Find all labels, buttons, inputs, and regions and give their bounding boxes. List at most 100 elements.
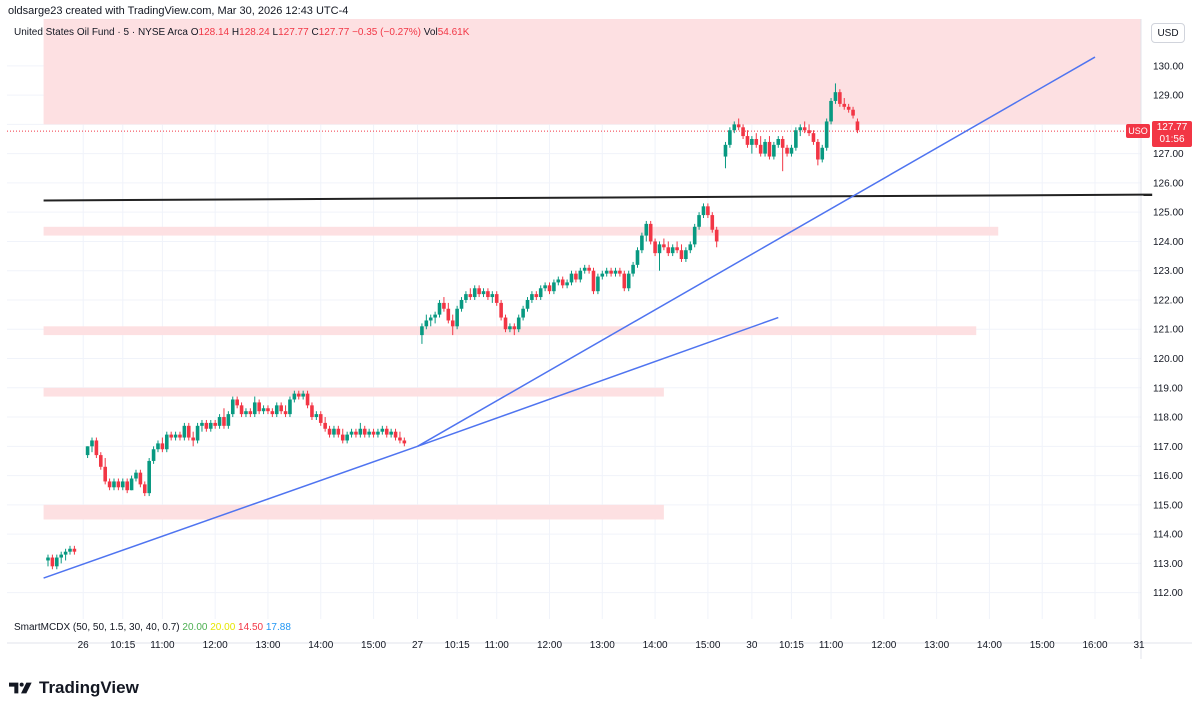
candle-body (736, 124, 741, 128)
trend-2-line (417, 56, 1096, 447)
candle-body (816, 141, 820, 160)
price-tick-label: 120.00 (1153, 354, 1184, 365)
price-tick-label: 117.00 (1153, 442, 1183, 453)
support-line (43, 193, 1153, 202)
candle-body (72, 548, 77, 552)
open-value: 128.14 (198, 27, 230, 38)
candle-body (208, 422, 213, 429)
candle-body (213, 422, 217, 426)
candle-body (191, 437, 195, 441)
supply-zone (43, 387, 664, 397)
candle-body (380, 428, 385, 432)
candle-body (512, 326, 517, 330)
candle-body (626, 273, 631, 289)
candle-body (173, 434, 178, 438)
candle-body (556, 279, 561, 283)
time-tick-label: 11:00 (150, 640, 175, 651)
candle-body (534, 294, 539, 298)
candle-body (98, 455, 103, 467)
chart-caption: oldsarge23 created with TradingView.com,… (8, 5, 349, 17)
price-tick-label: 125.00 (1153, 208, 1184, 219)
high-value: 128.24 (239, 27, 270, 38)
candle-body (508, 326, 512, 330)
candle-body (741, 127, 745, 137)
candle-body (763, 141, 767, 154)
time-tick-label: 11:00 (819, 640, 844, 651)
candle-body (222, 417, 226, 426)
volume-value: 54.61K (437, 27, 470, 38)
candle-body (833, 92, 838, 101)
symbol-label[interactable]: United States Oil Fund · 5 · NYSE Arca (14, 27, 188, 38)
candle-body (257, 402, 261, 412)
price-chart[interactable]: 112.00 113.00 114.00 115.00 116.00 117.00 118.… (7, 19, 1192, 659)
price-tick-label: 124.00 (1153, 237, 1184, 248)
candle-body (613, 270, 618, 274)
candle-body (182, 425, 187, 438)
candle-body (618, 270, 622, 274)
candle-body (459, 299, 464, 309)
candle-body (706, 206, 710, 216)
candle-body (503, 317, 508, 330)
candle-body (160, 443, 165, 450)
time-tick-label: 12:00 (871, 640, 896, 651)
symbol-tag: USO (1126, 124, 1150, 138)
candle-body (332, 428, 336, 435)
candle-body (490, 294, 495, 298)
candle-body (323, 422, 327, 429)
candle-body (758, 144, 763, 154)
high-label: H (231, 27, 240, 38)
candle-body (94, 440, 99, 456)
candle-body (838, 92, 842, 104)
last-price-tag: 127.77 01:56 (1152, 121, 1192, 147)
candle-body (112, 481, 116, 488)
volume-label: Vol (423, 27, 438, 38)
candle-body (261, 408, 266, 412)
time-tick-label: 15:00 (361, 640, 386, 651)
price-tick-label: 118.00 (1153, 413, 1183, 424)
currency-button[interactable]: USD (1151, 23, 1185, 43)
tradingview-logo[interactable]: TradingView (9, 678, 139, 698)
candle-body (252, 402, 257, 415)
candle-body (46, 557, 50, 561)
indicator-value-1: 20.00 (182, 622, 208, 633)
candle-body (499, 302, 503, 318)
candle-body (684, 250, 688, 259)
candle-body (301, 393, 305, 397)
change-value: −0.35 (−0.27%) (352, 27, 421, 38)
candle-body (648, 223, 653, 242)
candle-body (464, 294, 468, 300)
candle-body (450, 320, 455, 327)
price-tick-label: 116.00 (1153, 471, 1183, 482)
candle-body (472, 288, 477, 298)
bar-countdown: 01:56 (1159, 134, 1185, 145)
candle-body (688, 244, 693, 251)
candle-body (239, 405, 244, 415)
candle-body (477, 288, 481, 295)
indicator-legend[interactable]: SmartMCDX (50, 50, 1.5, 30, 40, 0.7) 20.… (14, 622, 291, 633)
candle-body (516, 317, 521, 330)
candle-body (129, 478, 134, 491)
candle-body (169, 434, 173, 438)
time-tick-label: 30 (746, 640, 758, 651)
candle-body (745, 136, 750, 145)
candle-body (68, 548, 72, 552)
candle-body (587, 267, 591, 271)
price-tick-label: 119.00 (1153, 383, 1183, 394)
candle-body (446, 308, 451, 321)
candle-body (710, 215, 715, 230)
candle-body (283, 411, 288, 415)
candle-body (538, 288, 543, 298)
candle-body (670, 247, 675, 254)
candle-body (125, 481, 129, 491)
candle-body (362, 428, 367, 435)
candle-body (604, 270, 609, 274)
candle-body (481, 291, 486, 295)
candle-body (622, 273, 627, 289)
candle-body (336, 428, 341, 435)
candle-body (424, 320, 429, 327)
chart-svg[interactable]: 112.00 113.00 114.00 115.00 116.00 117.00 118.… (7, 19, 1192, 659)
price-tick-label: 126.00 (1153, 178, 1184, 189)
candle-body (776, 139, 781, 145)
candle-body (802, 127, 807, 131)
candle-body (354, 431, 358, 435)
